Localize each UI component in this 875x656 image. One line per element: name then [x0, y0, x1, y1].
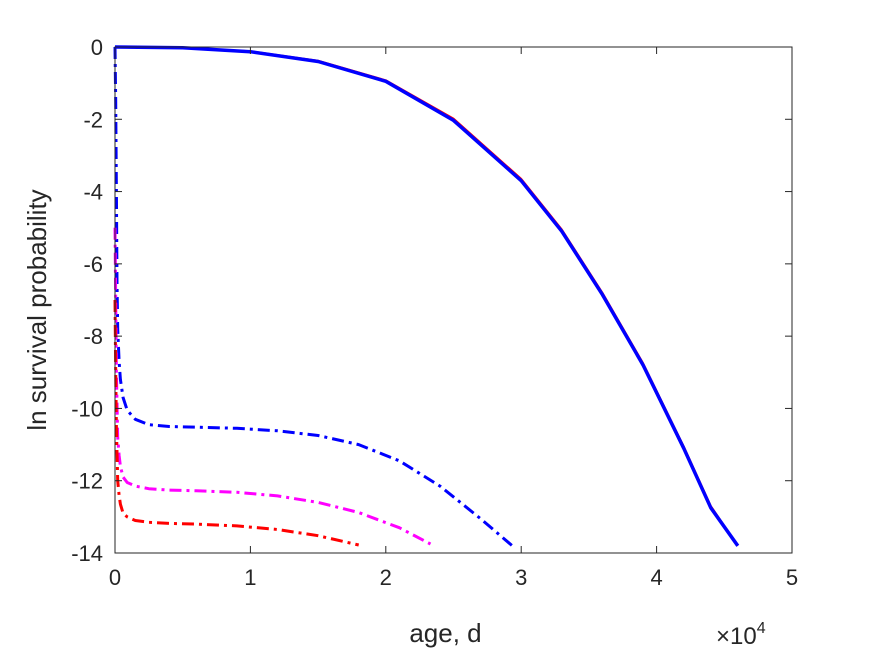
y-tick-label: -10: [71, 396, 103, 421]
y-tick-label: 0: [91, 35, 103, 60]
x-axis-multiplier: ×104: [716, 620, 766, 650]
x-tick-label: 4: [650, 565, 662, 590]
x-tick-label: 5: [786, 565, 798, 590]
y-axis-label: ln survival probability: [22, 189, 52, 430]
x-axis-multiplier-exponent: 4: [757, 620, 766, 637]
x-tick-label: 0: [109, 565, 121, 590]
axes-box: [114, 46, 793, 554]
plot-area: [115, 47, 792, 553]
x-tick-label: 2: [380, 565, 392, 590]
y-tick-label: -2: [83, 107, 103, 132]
y-tick-label: -12: [71, 469, 103, 494]
ticks-layer: 0 1 2 3 4 5 0 -2 -4 -6 -8 -10 -12 -14: [71, 35, 798, 590]
x-tick-label: 1: [244, 565, 256, 590]
series-line-5: [113, 299, 360, 547]
x-axis-label: age, d: [409, 618, 481, 648]
y-tick-label: -6: [83, 252, 103, 277]
series-line-4: [113, 227, 432, 546]
y-tick-label: -8: [83, 324, 103, 349]
y-tick-label: -14: [71, 541, 103, 566]
x-axis-multiplier-base: ×10: [716, 623, 757, 650]
x-tick-label: 3: [515, 565, 527, 590]
series-line-3: [113, 46, 516, 549]
y-tick-label: -4: [83, 180, 103, 205]
